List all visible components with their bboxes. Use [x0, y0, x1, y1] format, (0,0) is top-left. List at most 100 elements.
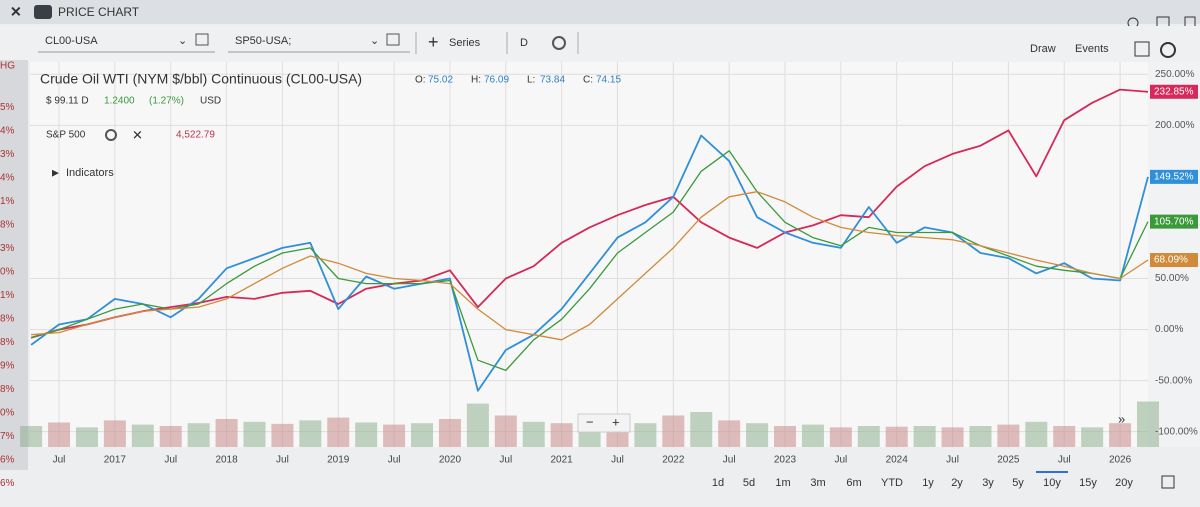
volume-bar [299, 420, 322, 447]
left-panel-label: 4% [0, 126, 15, 137]
volume-bar [662, 415, 685, 447]
chart-type-icon[interactable] [1134, 41, 1150, 57]
range-button[interactable]: 20y [1115, 477, 1133, 489]
last-value-label: 68.09% [1154, 255, 1188, 266]
events-button[interactable]: Events [1075, 43, 1109, 55]
last-value-label: 232.85% [1154, 86, 1194, 97]
indicators-toggle[interactable]: Indicators [66, 167, 114, 179]
search-icon[interactable] [386, 33, 400, 46]
volume-bar [634, 423, 657, 447]
indicators-arrow[interactable]: ▶ [52, 167, 59, 177]
left-panel-label: 8% [0, 220, 15, 231]
dropdown-chevron[interactable]: ⌄ [178, 35, 187, 47]
range-button[interactable]: 5y [1012, 477, 1024, 489]
x-tick-label: Jul [946, 455, 959, 466]
compare-value: 4,522.79 [176, 130, 215, 141]
calendar-icon[interactable] [1161, 475, 1175, 489]
volume-bar [550, 423, 573, 447]
ohlc: O: 75.02 H: 76.09 L: 73.84 C: 74.15 [415, 75, 621, 86]
last-value-flag [1150, 214, 1198, 229]
range-button[interactable]: 3y [982, 477, 994, 489]
volume-bar [103, 420, 126, 447]
left-panel-label: 8% [0, 337, 15, 348]
left-panel-label: 4% [0, 173, 15, 184]
price: $ 99.11 D [46, 96, 89, 107]
last-value-label: 105.70% [1154, 216, 1194, 227]
zoom-in[interactable]: + [612, 414, 620, 429]
ohlc-label: O: [415, 75, 426, 86]
window-title: PRICE CHART [58, 5, 140, 19]
volume-bar [1137, 401, 1159, 447]
close-icon[interactable]: ✕ [10, 4, 22, 20]
change-pct: (1.27%) [149, 96, 184, 107]
ohlc-value: 73.84 [540, 75, 565, 86]
range-button[interactable]: 3m [810, 477, 825, 489]
left-panel-label: 7% [0, 431, 15, 442]
series-button[interactable]: Series [449, 37, 481, 49]
x-tick-label: 2017 [104, 455, 127, 466]
plot-area [30, 62, 1148, 447]
x-tick-label: Jul [723, 455, 736, 466]
range-button[interactable]: 1m [775, 477, 790, 489]
x-tick-label: Jul [53, 455, 66, 466]
x-tick-label: 2022 [662, 455, 685, 466]
range-button[interactable]: 6m [846, 477, 861, 489]
ohlc-label: C: [583, 75, 593, 86]
volume-bar [801, 424, 824, 447]
crosshair-icon[interactable] [1160, 42, 1176, 58]
left-panel-label: 3% [0, 243, 15, 254]
x-tick-label: 2024 [886, 455, 909, 466]
zoom-out[interactable]: − [586, 414, 594, 429]
volume-bar [829, 427, 852, 447]
series-line [30, 150, 1149, 372]
y-tick-label: 250.00% [1155, 69, 1195, 80]
add-icon[interactable]: + [428, 32, 439, 52]
volume-bar [187, 423, 210, 447]
volume-bar [243, 421, 266, 447]
settings-icon[interactable] [552, 36, 566, 50]
volume-bar [215, 419, 238, 447]
left-panel-label: 8% [0, 314, 15, 325]
volume-bar [327, 417, 350, 447]
range-button[interactable]: 1y [922, 477, 934, 489]
series-line [31, 191, 1149, 341]
volume [20, 401, 1159, 447]
x-tick-label: Jul [611, 455, 624, 466]
range-button[interactable]: YTD [881, 477, 903, 489]
y-tick-label: -100.00% [1155, 426, 1198, 437]
range-button[interactable]: 5d [743, 477, 755, 489]
symbol-input-1[interactable]: CL00-USA [45, 35, 98, 47]
left-panel-label: 6% [0, 455, 15, 466]
volume-bar [857, 426, 880, 447]
range-button[interactable]: 2y [951, 477, 963, 489]
volume-bar [131, 424, 154, 447]
compare-remove[interactable]: ✕ [132, 127, 143, 142]
left-panel-label: 0% [0, 408, 15, 419]
range-button[interactable]: 10y [1043, 477, 1061, 489]
series-line [30, 134, 1149, 392]
range-button[interactable]: 15y [1079, 477, 1097, 489]
left-panel-label: 0% [0, 267, 15, 278]
dropdown-chevron[interactable]: ⌄ [370, 35, 379, 47]
x-tick-label: Jul [499, 455, 512, 466]
x-tick-label: Jul [1058, 455, 1071, 466]
volume-bar [969, 426, 992, 447]
x-tick-label: 2021 [551, 455, 574, 466]
scroll-to-end[interactable]: » [1118, 411, 1125, 426]
last-value-flag [1150, 169, 1198, 184]
left-panel-label: 8% [0, 384, 15, 395]
range-button[interactable]: 1d [712, 477, 724, 489]
search-icon[interactable] [195, 33, 209, 46]
change: 1.2400 [104, 96, 135, 107]
y-tick-label: 200.00% [1155, 120, 1195, 131]
symbol-input-2[interactable]: SP50-USA; [235, 35, 291, 47]
left-panel-label: HG [0, 61, 15, 72]
volume-bar [1053, 426, 1076, 447]
left-panel-label: 3% [0, 149, 15, 160]
compare-settings[interactable] [105, 129, 117, 141]
draw-button[interactable]: Draw [1030, 43, 1056, 55]
interval-button[interactable]: D [520, 37, 528, 49]
grid [30, 62, 1148, 447]
compare-name: S&P 500 [46, 130, 86, 141]
